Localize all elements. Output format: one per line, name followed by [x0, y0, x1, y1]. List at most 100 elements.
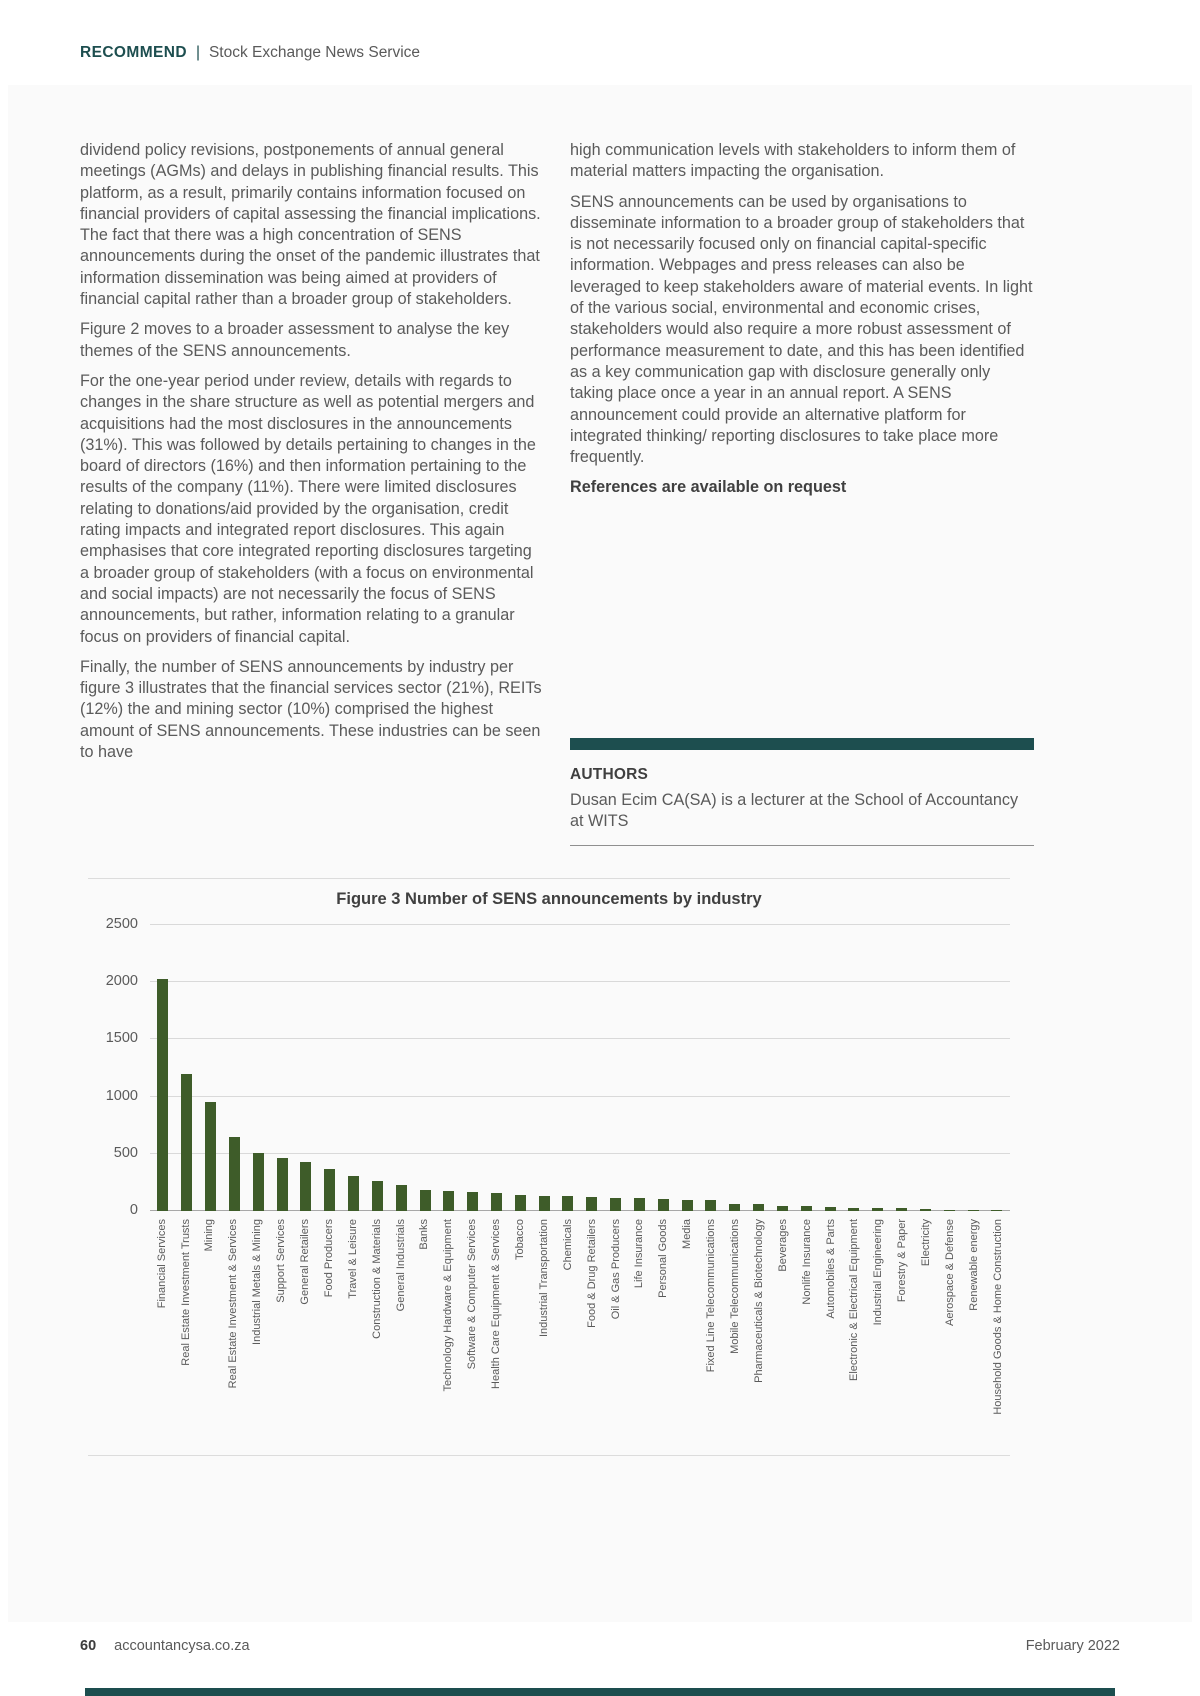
x-axis-label: Chemicals [561, 1219, 574, 1271]
authors-divider-bar [570, 738, 1034, 750]
x-label-slot: Mobile Telecommunications [723, 1219, 747, 1415]
x-label-slot: Mining [198, 1219, 222, 1415]
x-axis-label: Life Insurance [633, 1219, 646, 1289]
bar-slot [818, 1206, 842, 1211]
chart-title: Figure 3 Number of SENS announcements by… [336, 890, 762, 908]
bar-travel-leisure [348, 1175, 360, 1211]
x-label-slot: Travel & Leisure [341, 1219, 365, 1415]
bar-mobile-telecommunications [729, 1203, 741, 1211]
paragraph: For the one-year period under review, de… [80, 371, 536, 646]
y-tick-label: 2000 [105, 973, 138, 990]
x-axis-label: Real Estate Investment & Services [227, 1219, 240, 1389]
bar-general-retailers [300, 1161, 312, 1211]
x-label-slot: Financial Services [150, 1219, 174, 1415]
bar-slot [222, 1136, 246, 1211]
bar-food-producers [324, 1168, 336, 1211]
x-axis-label: Real Estate Investment Trusts [179, 1219, 192, 1366]
bar-renewable-energy [967, 1209, 979, 1211]
x-label-slot: Technology Hardware & Equipment [437, 1219, 461, 1415]
bar-construction-materials [371, 1180, 383, 1211]
x-axis-label: Industrial Engineering [872, 1219, 885, 1326]
bar-slot [246, 1152, 270, 1211]
x-label-slot: Beverages [771, 1219, 795, 1415]
chart-plot-row: 0 500 1000 1500 2000 2500 [88, 916, 1010, 1218]
article-left-column: dividend policy revisions, postponements… [80, 140, 544, 772]
x-axis-label: Food & Drug Retailers [585, 1219, 598, 1328]
plot-area [150, 924, 1010, 1211]
x-axis-label-row: Financial Services Real Estate Investment… [88, 1219, 1010, 1415]
bottom-strip [85, 1688, 1115, 1696]
x-label-slot: Industrial Transportation [532, 1219, 556, 1415]
page-number: 60 [80, 1638, 97, 1654]
article-right-column: high communication levels with stakehold… [570, 140, 1034, 508]
x-axis-label: Construction & Materials [370, 1219, 383, 1339]
x-label-slot: Food Producers [317, 1219, 341, 1415]
x-axis-label: Oil & Gas Producers [609, 1219, 622, 1320]
x-axis-label: Technology Hardware & Equipment [442, 1219, 455, 1392]
site-link[interactable]: accountancysa.co.za [114, 1638, 250, 1654]
bar-slot [651, 1199, 675, 1211]
bar-tobacco [514, 1194, 526, 1211]
bar-slot [580, 1197, 604, 1211]
bar-slot [437, 1191, 461, 1211]
sens-industry-chart: Figure 3 Number of SENS announcements by… [88, 878, 1010, 1456]
bar-slot [175, 1073, 199, 1211]
paragraph: Figure 2 moves to a broader assessment t… [80, 320, 510, 360]
paragraph: high communication levels with stakehold… [570, 141, 1016, 181]
x-label-slot: Renewable energy [962, 1219, 986, 1415]
bar-slot [485, 1192, 509, 1211]
y-axis-spacer [88, 1219, 150, 1415]
bar-slot [342, 1175, 366, 1211]
x-label-slot: Personal Goods [652, 1219, 676, 1415]
bar-financial-services [157, 978, 169, 1211]
x-label-slot: Aerospace & Defense [938, 1219, 962, 1415]
x-label-slot: Support Services [269, 1219, 293, 1415]
y-tick-label: 500 [113, 1144, 138, 1161]
x-axis-label: Renewable energy [967, 1219, 980, 1311]
x-label-slot: Food & Drug Retailers [580, 1219, 604, 1415]
x-label-slot: Construction & Materials [365, 1219, 389, 1415]
gridline [150, 924, 1010, 925]
header-separator: | [195, 44, 200, 61]
x-axis-label: General Retailers [298, 1219, 311, 1305]
x-axis-label: Pharmaceuticals & Biotechnology [752, 1219, 765, 1383]
header-title: Stock Exchange News Service [208, 44, 421, 61]
x-label-slot: Real Estate Investment & Services [222, 1219, 246, 1415]
y-tick-label: 1000 [105, 1087, 138, 1104]
paragraph: SENS announcements can be used by organi… [570, 192, 1033, 467]
x-label-slot: Industrial Metals & Mining [246, 1219, 270, 1415]
x-label-slot: Nonlife Insurance [795, 1219, 819, 1415]
x-label-slot: General Industrials [389, 1219, 413, 1415]
bar-slot [961, 1209, 985, 1211]
bar-slot [937, 1209, 961, 1211]
bar-slot [699, 1199, 723, 1211]
x-axis-label: Banks [418, 1219, 431, 1250]
x-label-slot: Real Estate Investment Trusts [174, 1219, 198, 1415]
x-axis-label: Travel & Leisure [346, 1219, 359, 1299]
content-background [8, 85, 1192, 1622]
bar-slot [365, 1180, 389, 1211]
x-label-slot: Media [676, 1219, 700, 1415]
x-label-slot: Tobacco [508, 1219, 532, 1415]
y-tick-label: 2500 [105, 916, 138, 932]
bar-slot [890, 1208, 914, 1211]
x-axis-label: Health Care Equipment & Services [490, 1219, 503, 1389]
x-axis-label: Electronic & Electrical Equipment [848, 1219, 861, 1382]
x-label-slot: Life Insurance [628, 1219, 652, 1415]
bar-banks [419, 1189, 431, 1211]
bar-slot [914, 1209, 938, 1211]
bar-slot [413, 1189, 437, 1211]
bar-mining [205, 1102, 217, 1211]
x-axis-label: Electricity [920, 1219, 933, 1267]
bar-slot [389, 1184, 413, 1211]
bar-slot [675, 1199, 699, 1211]
bar-real-estate-investment-services [228, 1136, 240, 1211]
x-axis-label: Forestry & Paper [896, 1219, 909, 1303]
paragraph: dividend policy revisions, postponements… [80, 141, 541, 309]
authors-text: Dusan Ecim CA(SA) is a lecturer at the S… [570, 791, 1019, 831]
x-axis-label: Household Goods & Home Construction [991, 1219, 1004, 1415]
x-axis-label: Financial Services [155, 1219, 168, 1309]
x-label-slot: Electricity [915, 1219, 939, 1415]
bar-media [681, 1199, 693, 1211]
